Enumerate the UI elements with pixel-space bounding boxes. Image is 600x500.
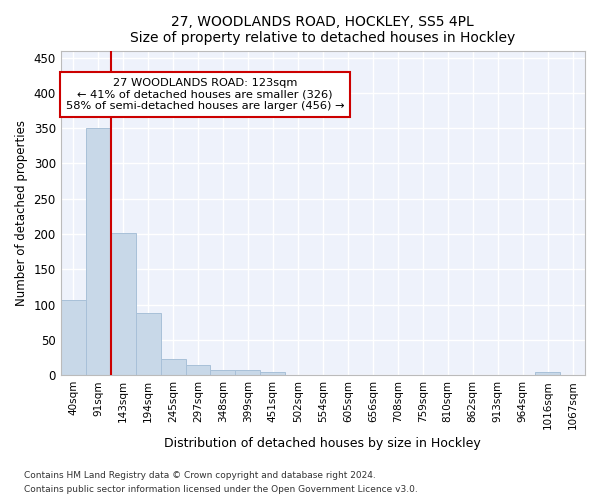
Bar bbox=[211, 370, 235, 375]
Text: 27 WOODLANDS ROAD: 123sqm
← 41% of detached houses are smaller (326)
58% of semi: 27 WOODLANDS ROAD: 123sqm ← 41% of detac… bbox=[65, 78, 344, 112]
Text: Contains public sector information licensed under the Open Government Licence v3: Contains public sector information licen… bbox=[24, 486, 418, 494]
Bar bbox=[535, 372, 560, 375]
Title: 27, WOODLANDS ROAD, HOCKLEY, SS5 4PL
Size of property relative to detached house: 27, WOODLANDS ROAD, HOCKLEY, SS5 4PL Siz… bbox=[130, 15, 515, 45]
Bar bbox=[86, 128, 110, 375]
Bar bbox=[235, 370, 260, 375]
Text: Contains HM Land Registry data © Crown copyright and database right 2024.: Contains HM Land Registry data © Crown c… bbox=[24, 470, 376, 480]
X-axis label: Distribution of detached houses by size in Hockley: Distribution of detached houses by size … bbox=[164, 437, 481, 450]
Bar bbox=[161, 359, 185, 375]
Bar bbox=[61, 300, 86, 375]
Bar bbox=[110, 232, 136, 375]
Bar bbox=[185, 364, 211, 375]
Y-axis label: Number of detached properties: Number of detached properties bbox=[15, 120, 28, 306]
Bar bbox=[260, 372, 286, 375]
Bar bbox=[136, 313, 161, 375]
